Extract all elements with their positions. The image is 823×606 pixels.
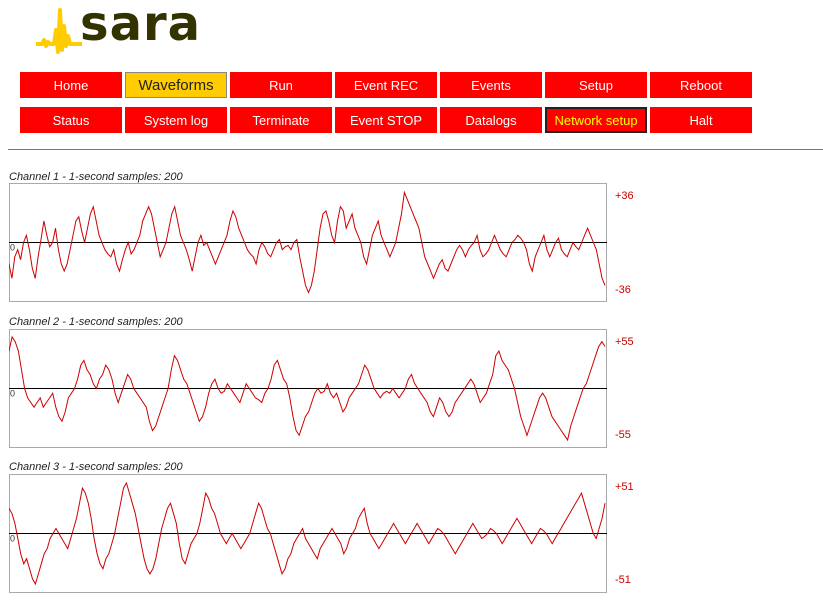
channel-2-min-label: -55	[615, 429, 631, 441]
channel-2-waveform: 0	[9, 329, 607, 448]
zero-label: 0	[10, 243, 15, 253]
datalogs-button[interactable]: Datalogs	[440, 107, 542, 133]
sara-logo: sara	[36, 0, 226, 56]
setup-button[interactable]: Setup	[545, 72, 647, 98]
waveforms-button[interactable]: Waveforms	[125, 72, 227, 98]
logo-wave-icon	[36, 8, 82, 54]
channel-1-plot: 0	[9, 183, 607, 302]
halt-button[interactable]: Halt	[650, 107, 752, 133]
header-divider	[8, 149, 823, 150]
channel-1-waveform: 0	[9, 183, 607, 302]
waveform-trace	[9, 190, 606, 294]
network-setup-button[interactable]: Network setup	[545, 107, 647, 133]
channel-1-min-label: -36	[615, 284, 631, 296]
channel-3-plot: 0	[9, 474, 607, 593]
channel-3-min-label: -51	[615, 574, 631, 586]
channel-1-max-label: +36	[615, 190, 634, 202]
terminate-button[interactable]: Terminate	[230, 107, 332, 133]
waveform-trace	[9, 335, 606, 442]
reboot-button[interactable]: Reboot	[650, 72, 752, 98]
channel-2-title: Channel 2 - 1-second samples: 200	[9, 316, 183, 328]
logo-text: sara	[80, 0, 202, 52]
event-stop-button[interactable]: Event STOP	[335, 107, 437, 133]
channel-3-title: Channel 3 - 1-second samples: 200	[9, 461, 183, 473]
event-rec-button[interactable]: Event REC	[335, 72, 437, 98]
run-button[interactable]: Run	[230, 72, 332, 98]
channel-3-max-label: +51	[615, 481, 634, 493]
channel-2-max-label: +55	[615, 336, 634, 348]
channel-3-waveform: 0	[9, 474, 607, 593]
waveform-trace	[9, 481, 606, 586]
system-log-button[interactable]: System log	[125, 107, 227, 133]
status-button[interactable]: Status	[20, 107, 122, 133]
zero-label: 0	[10, 389, 15, 399]
channel-1-title: Channel 1 - 1-second samples: 200	[9, 171, 183, 183]
home-button[interactable]: Home	[20, 72, 122, 98]
events-button[interactable]: Events	[440, 72, 542, 98]
zero-label: 0	[10, 534, 15, 544]
channel-2-plot: 0	[9, 329, 607, 448]
